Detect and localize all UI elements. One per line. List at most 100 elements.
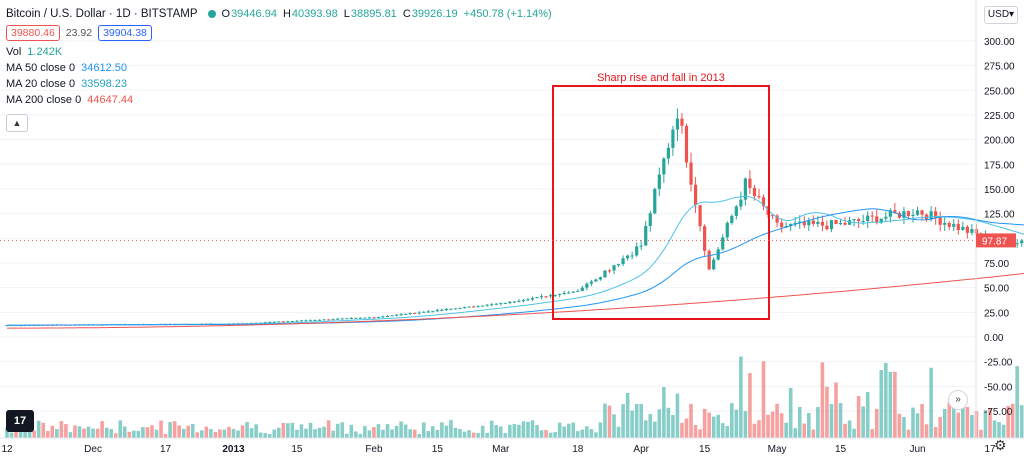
volume-bar	[27, 430, 32, 438]
volume-bar	[675, 393, 680, 438]
vol-value: 1.242K	[27, 46, 63, 58]
candle-body	[947, 222, 951, 227]
candle-body	[807, 220, 811, 226]
candle-body	[852, 219, 856, 221]
chart-grid	[0, 40, 976, 412]
volume-bar	[770, 411, 775, 438]
gear-icon[interactable]: ⚙	[994, 437, 1007, 453]
volume-bar	[55, 429, 59, 438]
candle-body	[644, 225, 648, 246]
volume-bar	[204, 426, 209, 438]
time-tick-label: Jun	[909, 444, 925, 455]
indicator-ma20[interactable]: MA 20 close 0 33598.23	[6, 76, 558, 92]
volume-bar	[118, 420, 123, 438]
volume-bar	[467, 430, 471, 438]
volume-bar	[775, 403, 779, 438]
volume-bar	[961, 394, 965, 438]
volume-bar	[127, 431, 132, 438]
volume-bar	[59, 421, 64, 438]
volume-bar	[227, 426, 231, 438]
volume-bar	[376, 424, 381, 438]
volume-bar	[992, 420, 997, 438]
volume-bar	[168, 422, 172, 438]
volume-bar	[317, 427, 322, 438]
volume-bar	[159, 420, 163, 438]
indicator-vol[interactable]: Vol 1.242K	[6, 44, 558, 60]
sell-button[interactable]: 39880.46	[6, 25, 60, 41]
volume-bar	[508, 424, 512, 438]
annotation-rectangle	[552, 85, 770, 320]
volume-bar	[657, 409, 662, 438]
volume-bar	[938, 417, 942, 438]
volume-bar	[580, 429, 585, 438]
price-tick-label: 25.00	[984, 308, 1009, 319]
candle-body	[272, 321, 276, 323]
volume-bar	[761, 361, 766, 438]
volume-bar	[503, 433, 508, 438]
candle-body	[580, 287, 584, 291]
indicator-ma200[interactable]: MA 200 close 0 44647.44	[6, 92, 558, 108]
volume-bar	[702, 408, 707, 438]
vol-label: Vol	[6, 46, 22, 58]
market-status-icon	[207, 10, 216, 18]
volume-bar	[363, 426, 367, 438]
candle-body	[680, 118, 684, 126]
candle-body	[838, 222, 843, 225]
volume-bar	[258, 432, 263, 438]
volume-bar	[1019, 405, 1024, 438]
volume-bar	[983, 410, 988, 438]
candle-body	[703, 226, 707, 251]
currency-selector[interactable]: USD▾	[984, 6, 1018, 24]
candle-body	[770, 214, 775, 216]
candle-body	[281, 321, 285, 323]
candle-body	[666, 147, 670, 159]
volume-bar	[730, 403, 734, 438]
volume-bar	[784, 422, 788, 438]
candle-body	[884, 216, 888, 219]
scroll-to-realtime-button[interactable]: »	[948, 390, 968, 410]
candle-body	[508, 301, 512, 303]
volume-bar	[449, 420, 453, 438]
candle-body	[345, 318, 349, 320]
candle-body	[589, 281, 593, 284]
candle-body	[825, 225, 829, 230]
indicator-ma50[interactable]: MA 50 close 0 34612.50	[6, 60, 558, 76]
annotation-text: Sharp rise and fall in 2013	[597, 72, 725, 84]
volume-bar	[843, 423, 847, 438]
candle-body	[308, 320, 313, 322]
candle-body	[539, 296, 544, 298]
buy-button[interactable]: 39904.38	[98, 25, 152, 41]
candle-body	[780, 222, 784, 228]
candle-body	[317, 319, 322, 321]
high-key: H	[282, 8, 291, 20]
volume-bar	[521, 421, 526, 438]
candle-body	[698, 205, 702, 227]
candle-body	[1020, 240, 1024, 244]
price-tick-label: 50.00	[984, 284, 1009, 295]
candle-body	[920, 210, 924, 215]
volume-bar	[304, 428, 308, 438]
price-tick-label: 250.00	[984, 86, 1015, 97]
volume-bar	[603, 403, 607, 438]
volume-bar	[888, 371, 893, 438]
time-tick-label: Feb	[365, 444, 383, 455]
volume-bar	[240, 425, 245, 438]
volume-bar	[313, 429, 317, 438]
volume-bar	[290, 422, 295, 438]
volume-bar	[1001, 424, 1006, 438]
volume-bar	[340, 422, 345, 438]
collapse-legend-button[interactable]: ▲	[6, 114, 28, 132]
candle-body	[866, 215, 870, 222]
candle-body	[363, 317, 367, 319]
ma20-value: 33598.23	[81, 78, 127, 90]
time-tick-label: 15	[291, 444, 303, 455]
candle-body	[290, 320, 294, 322]
time-tick-label: Mar	[492, 444, 510, 455]
candle-body	[761, 197, 766, 207]
volume-bar	[793, 428, 798, 438]
volume-bar	[861, 406, 865, 438]
open-key: O	[221, 8, 231, 20]
symbol-title[interactable]: Bitcoin / U.S. Dollar · 1D · BITSTAMP	[6, 8, 198, 20]
volume-bar	[73, 425, 77, 438]
